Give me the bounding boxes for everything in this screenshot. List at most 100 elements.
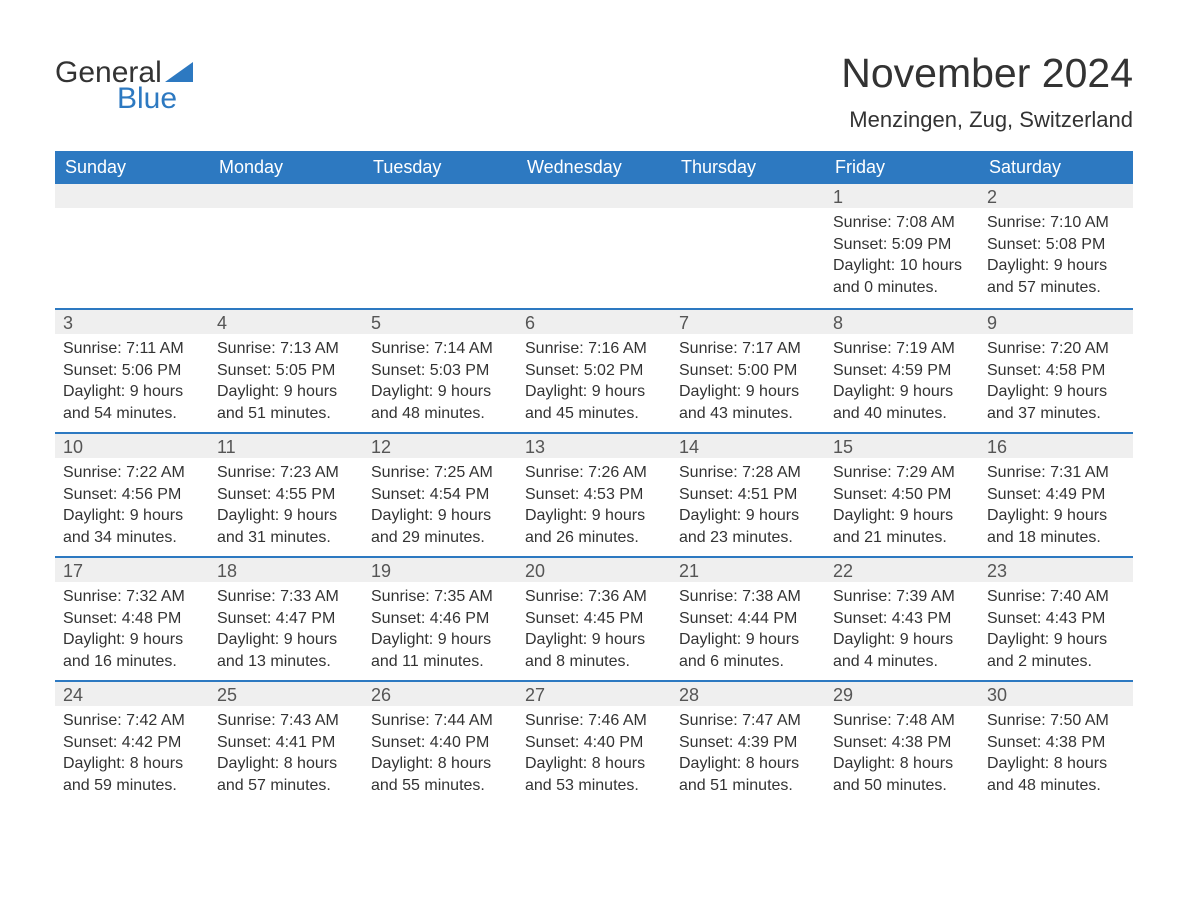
- day-cell: 18Sunrise: 7:33 AMSunset: 4:47 PMDayligh…: [209, 558, 363, 680]
- sunrise-text: Sunrise: 7:40 AM: [987, 586, 1125, 608]
- sunrise-text: Sunrise: 7:36 AM: [525, 586, 663, 608]
- sunrise-text: Sunrise: 7:44 AM: [371, 710, 509, 732]
- daylight2-text: and 26 minutes.: [525, 527, 663, 549]
- daylight2-text: and 55 minutes.: [371, 775, 509, 797]
- daylight1-text: Daylight: 9 hours: [217, 505, 355, 527]
- sunset-text: Sunset: 4:45 PM: [525, 608, 663, 630]
- day-cell: 19Sunrise: 7:35 AMSunset: 4:46 PMDayligh…: [363, 558, 517, 680]
- sunset-text: Sunset: 4:50 PM: [833, 484, 971, 506]
- day-details: Sunrise: 7:14 AMSunset: 5:03 PMDaylight:…: [363, 334, 517, 430]
- daylight1-text: Daylight: 9 hours: [679, 381, 817, 403]
- day-cell: 6Sunrise: 7:16 AMSunset: 5:02 PMDaylight…: [517, 310, 671, 432]
- date-number: 2: [979, 184, 1133, 208]
- date-number: 13: [517, 434, 671, 458]
- sunset-text: Sunset: 4:42 PM: [63, 732, 201, 754]
- daylight1-text: Daylight: 9 hours: [371, 629, 509, 651]
- sunset-text: Sunset: 4:56 PM: [63, 484, 201, 506]
- date-number: 24: [55, 682, 209, 706]
- day-cell: 24Sunrise: 7:42 AMSunset: 4:42 PMDayligh…: [55, 682, 209, 804]
- daylight1-text: Daylight: 9 hours: [987, 381, 1125, 403]
- day-cell: 7Sunrise: 7:17 AMSunset: 5:00 PMDaylight…: [671, 310, 825, 432]
- day-details: Sunrise: 7:26 AMSunset: 4:53 PMDaylight:…: [517, 458, 671, 554]
- sunset-text: Sunset: 4:58 PM: [987, 360, 1125, 382]
- sunset-text: Sunset: 4:40 PM: [525, 732, 663, 754]
- sunset-text: Sunset: 4:51 PM: [679, 484, 817, 506]
- day-cell: [209, 184, 363, 308]
- daylight2-text: and 6 minutes.: [679, 651, 817, 673]
- daylight1-text: Daylight: 8 hours: [371, 753, 509, 775]
- daylight1-text: Daylight: 8 hours: [833, 753, 971, 775]
- day-details: Sunrise: 7:11 AMSunset: 5:06 PMDaylight:…: [55, 334, 209, 430]
- day-cell: [671, 184, 825, 308]
- day-cell: 10Sunrise: 7:22 AMSunset: 4:56 PMDayligh…: [55, 434, 209, 556]
- daylight1-text: Daylight: 9 hours: [833, 629, 971, 651]
- daylight2-text: and 21 minutes.: [833, 527, 971, 549]
- weekday-header: Monday: [209, 151, 363, 184]
- day-details: Sunrise: 7:39 AMSunset: 4:43 PMDaylight:…: [825, 582, 979, 678]
- daylight2-text: and 13 minutes.: [217, 651, 355, 673]
- day-cell: 22Sunrise: 7:39 AMSunset: 4:43 PMDayligh…: [825, 558, 979, 680]
- daylight1-text: Daylight: 9 hours: [679, 505, 817, 527]
- sunrise-text: Sunrise: 7:19 AM: [833, 338, 971, 360]
- daylight2-text: and 11 minutes.: [371, 651, 509, 673]
- date-number: 3: [55, 310, 209, 334]
- daylight1-text: Daylight: 9 hours: [525, 505, 663, 527]
- sunrise-text: Sunrise: 7:42 AM: [63, 710, 201, 732]
- daylight1-text: Daylight: 9 hours: [833, 381, 971, 403]
- daylight1-text: Daylight: 9 hours: [63, 381, 201, 403]
- daylight2-text: and 31 minutes.: [217, 527, 355, 549]
- sunset-text: Sunset: 4:54 PM: [371, 484, 509, 506]
- sunrise-text: Sunrise: 7:22 AM: [63, 462, 201, 484]
- date-number: 18: [209, 558, 363, 582]
- sunrise-text: Sunrise: 7:31 AM: [987, 462, 1125, 484]
- date-number: 5: [363, 310, 517, 334]
- sunrise-text: Sunrise: 7:26 AM: [525, 462, 663, 484]
- daylight2-text: and 29 minutes.: [371, 527, 509, 549]
- date-number: 9: [979, 310, 1133, 334]
- weekday-header: Saturday: [979, 151, 1133, 184]
- daylight2-text: and 18 minutes.: [987, 527, 1125, 549]
- date-number: 23: [979, 558, 1133, 582]
- daylight2-text: and 50 minutes.: [833, 775, 971, 797]
- sunset-text: Sunset: 4:59 PM: [833, 360, 971, 382]
- day-cell: 15Sunrise: 7:29 AMSunset: 4:50 PMDayligh…: [825, 434, 979, 556]
- day-details: Sunrise: 7:23 AMSunset: 4:55 PMDaylight:…: [209, 458, 363, 554]
- date-number: 27: [517, 682, 671, 706]
- daylight2-text: and 23 minutes.: [679, 527, 817, 549]
- daylight2-text: and 59 minutes.: [63, 775, 201, 797]
- day-cell: 4Sunrise: 7:13 AMSunset: 5:05 PMDaylight…: [209, 310, 363, 432]
- sunrise-text: Sunrise: 7:23 AM: [217, 462, 355, 484]
- daylight1-text: Daylight: 9 hours: [679, 629, 817, 651]
- date-number: 14: [671, 434, 825, 458]
- day-cell: 26Sunrise: 7:44 AMSunset: 4:40 PMDayligh…: [363, 682, 517, 804]
- date-number: 30: [979, 682, 1133, 706]
- logo-text-blue: Blue: [55, 84, 177, 114]
- day-details: Sunrise: 7:47 AMSunset: 4:39 PMDaylight:…: [671, 706, 825, 802]
- sunrise-text: Sunrise: 7:48 AM: [833, 710, 971, 732]
- week-row: 3Sunrise: 7:11 AMSunset: 5:06 PMDaylight…: [55, 308, 1133, 432]
- week-row: 10Sunrise: 7:22 AMSunset: 4:56 PMDayligh…: [55, 432, 1133, 556]
- sunrise-text: Sunrise: 7:16 AM: [525, 338, 663, 360]
- daylight1-text: Daylight: 8 hours: [679, 753, 817, 775]
- day-cell: [55, 184, 209, 308]
- day-details: Sunrise: 7:33 AMSunset: 4:47 PMDaylight:…: [209, 582, 363, 678]
- day-cell: 9Sunrise: 7:20 AMSunset: 4:58 PMDaylight…: [979, 310, 1133, 432]
- daylight1-text: Daylight: 9 hours: [833, 505, 971, 527]
- sunrise-text: Sunrise: 7:32 AM: [63, 586, 201, 608]
- calendar: Sunday Monday Tuesday Wednesday Thursday…: [55, 151, 1133, 804]
- day-details: Sunrise: 7:32 AMSunset: 4:48 PMDaylight:…: [55, 582, 209, 678]
- sunrise-text: Sunrise: 7:10 AM: [987, 212, 1125, 234]
- day-cell: 20Sunrise: 7:36 AMSunset: 4:45 PMDayligh…: [517, 558, 671, 680]
- sunset-text: Sunset: 4:41 PM: [217, 732, 355, 754]
- daylight2-text: and 4 minutes.: [833, 651, 971, 673]
- date-number: 7: [671, 310, 825, 334]
- date-number: 15: [825, 434, 979, 458]
- daylight1-text: Daylight: 9 hours: [63, 629, 201, 651]
- daylight2-text: and 51 minutes.: [217, 403, 355, 425]
- day-cell: 1Sunrise: 7:08 AMSunset: 5:09 PMDaylight…: [825, 184, 979, 308]
- day-details: Sunrise: 7:35 AMSunset: 4:46 PMDaylight:…: [363, 582, 517, 678]
- day-details: Sunrise: 7:22 AMSunset: 4:56 PMDaylight:…: [55, 458, 209, 554]
- daylight2-text: and 43 minutes.: [679, 403, 817, 425]
- day-details: Sunrise: 7:08 AMSunset: 5:09 PMDaylight:…: [825, 208, 979, 304]
- weekday-header: Thursday: [671, 151, 825, 184]
